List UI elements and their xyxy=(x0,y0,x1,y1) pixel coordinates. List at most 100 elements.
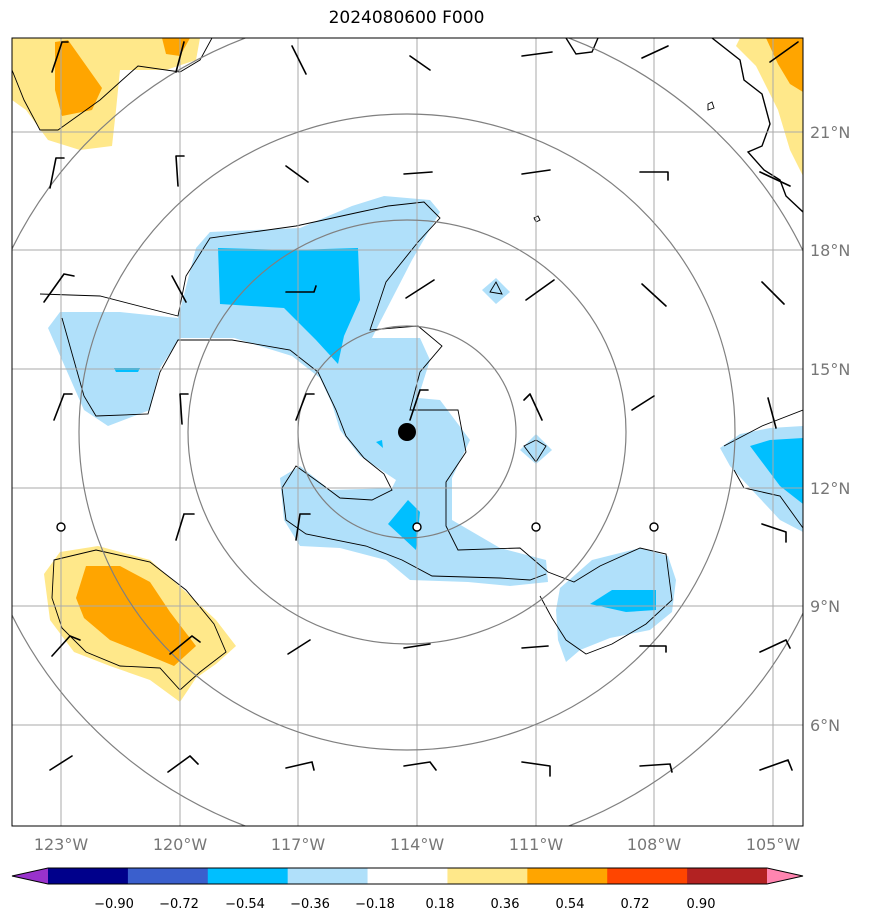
coastline xyxy=(565,38,803,213)
colorbar-segment xyxy=(367,868,448,884)
wind-barb xyxy=(51,635,81,657)
wind-barb xyxy=(521,169,551,175)
wind-barb xyxy=(761,281,785,305)
wind-barb xyxy=(631,395,655,411)
contour-orange-nw xyxy=(55,40,102,116)
wind-barb xyxy=(641,283,667,307)
map-frame xyxy=(11,37,804,827)
wind-barb xyxy=(171,275,187,303)
wind-barb xyxy=(51,41,69,73)
colorbar-segment xyxy=(447,868,528,884)
colorbar-extend-min xyxy=(12,868,48,884)
wind-barb xyxy=(403,643,431,649)
contour-lines xyxy=(12,38,803,691)
wind-barb xyxy=(287,639,311,655)
wind-barb xyxy=(523,393,543,421)
wind-barb xyxy=(521,645,549,649)
wind-barb xyxy=(285,285,317,293)
wind-barb xyxy=(769,41,799,63)
lat-label: 18°N xyxy=(810,241,850,260)
wind-barb xyxy=(767,397,777,429)
contour-orange-nw-2 xyxy=(162,38,190,56)
colorbar-label: 0.18 xyxy=(426,897,455,912)
lon-label: 111°W xyxy=(509,835,564,854)
wind-barb xyxy=(761,523,787,543)
contour-blue-north xyxy=(218,248,360,364)
wind-barb xyxy=(49,157,65,189)
range-rings xyxy=(12,38,803,826)
contour-orange-sw xyxy=(76,566,196,666)
contour-orange-ne xyxy=(766,38,803,92)
wind-barb xyxy=(403,761,437,771)
lon-label: 108°W xyxy=(627,835,682,854)
colorbar-label: 0.36 xyxy=(491,897,520,912)
lat-label: 6°N xyxy=(810,716,840,735)
wind-barb xyxy=(409,389,429,421)
colorbar-label: −0.18 xyxy=(355,897,395,912)
latitude-labels: 21°N 18°N 15°N 12°N 9°N 6°N xyxy=(810,123,850,735)
wind-barb xyxy=(639,763,673,773)
lon-label: 117°W xyxy=(271,835,326,854)
contour-light-blue-small-1 xyxy=(482,278,510,304)
colorbar-segment xyxy=(607,868,688,884)
wind-barb xyxy=(291,45,307,75)
wind-barb xyxy=(169,635,201,655)
wind-barb xyxy=(53,393,73,421)
colorbar-label: 0.54 xyxy=(556,897,585,912)
colorbar-label: −0.36 xyxy=(290,897,330,912)
wind-barb xyxy=(641,45,669,59)
lat-label: 9°N xyxy=(810,597,840,616)
storm-center-marker xyxy=(398,423,416,441)
wind-barb xyxy=(409,55,431,71)
lon-label: 105°W xyxy=(746,835,801,854)
map-title: 2024080600 F000 xyxy=(328,8,485,28)
lat-label: 15°N xyxy=(810,360,850,379)
lat-label: 12°N xyxy=(810,479,850,498)
colorbar-label: −0.72 xyxy=(159,897,199,912)
wind-barb xyxy=(43,273,75,303)
lon-label: 123°W xyxy=(34,835,89,854)
wind-barb xyxy=(285,165,309,183)
wind-barbs xyxy=(43,41,799,777)
colorbar-label: 0.90 xyxy=(687,897,716,912)
wind-barb xyxy=(525,279,555,301)
calm-wind-markers xyxy=(56,522,659,532)
wind-barb xyxy=(759,171,791,187)
wind-barb xyxy=(175,41,185,73)
wind-barb xyxy=(285,761,315,771)
wind-barb xyxy=(49,755,73,771)
colorbar-label: 0.72 xyxy=(621,897,650,912)
colorbar-segment xyxy=(207,868,289,884)
longitude-labels: 123°W 120°W 117°W 114°W 111°W 108°W 105°… xyxy=(34,835,801,854)
colorbar-label: −0.54 xyxy=(225,897,265,912)
graticule xyxy=(12,38,803,826)
lon-label: 114°W xyxy=(390,835,445,854)
colorbar-segment xyxy=(527,868,608,884)
lon-label: 120°W xyxy=(153,835,208,854)
map-plot-area xyxy=(12,38,803,826)
contour-blue-tiny-2 xyxy=(376,440,383,448)
wind-barb xyxy=(167,755,199,773)
colorbar-labels: −0.90 −0.72 −0.54 −0.36 −0.18 0.18 0.36 … xyxy=(94,897,715,912)
wind-barb xyxy=(639,645,667,653)
colorbar-segment xyxy=(687,868,768,884)
colorbar-outline xyxy=(11,867,804,885)
colorbar-segment xyxy=(48,868,129,884)
wind-barb xyxy=(405,279,435,299)
colorbar-extend-max xyxy=(767,868,803,884)
wind-barb xyxy=(521,51,553,57)
wind-barb xyxy=(403,171,433,175)
wind-barb xyxy=(759,639,791,653)
wind-barb xyxy=(295,393,315,421)
wind-barb xyxy=(295,513,311,541)
wind-barb xyxy=(759,759,793,771)
wind-barb xyxy=(175,155,185,187)
colorbar-label: −0.90 xyxy=(94,897,134,912)
colorbar-segment xyxy=(127,868,209,884)
wind-barb xyxy=(521,761,551,777)
wind-barb xyxy=(639,171,669,181)
wind-barb xyxy=(175,513,195,541)
wind-barb xyxy=(179,393,189,425)
lat-label: 21°N xyxy=(810,123,850,142)
